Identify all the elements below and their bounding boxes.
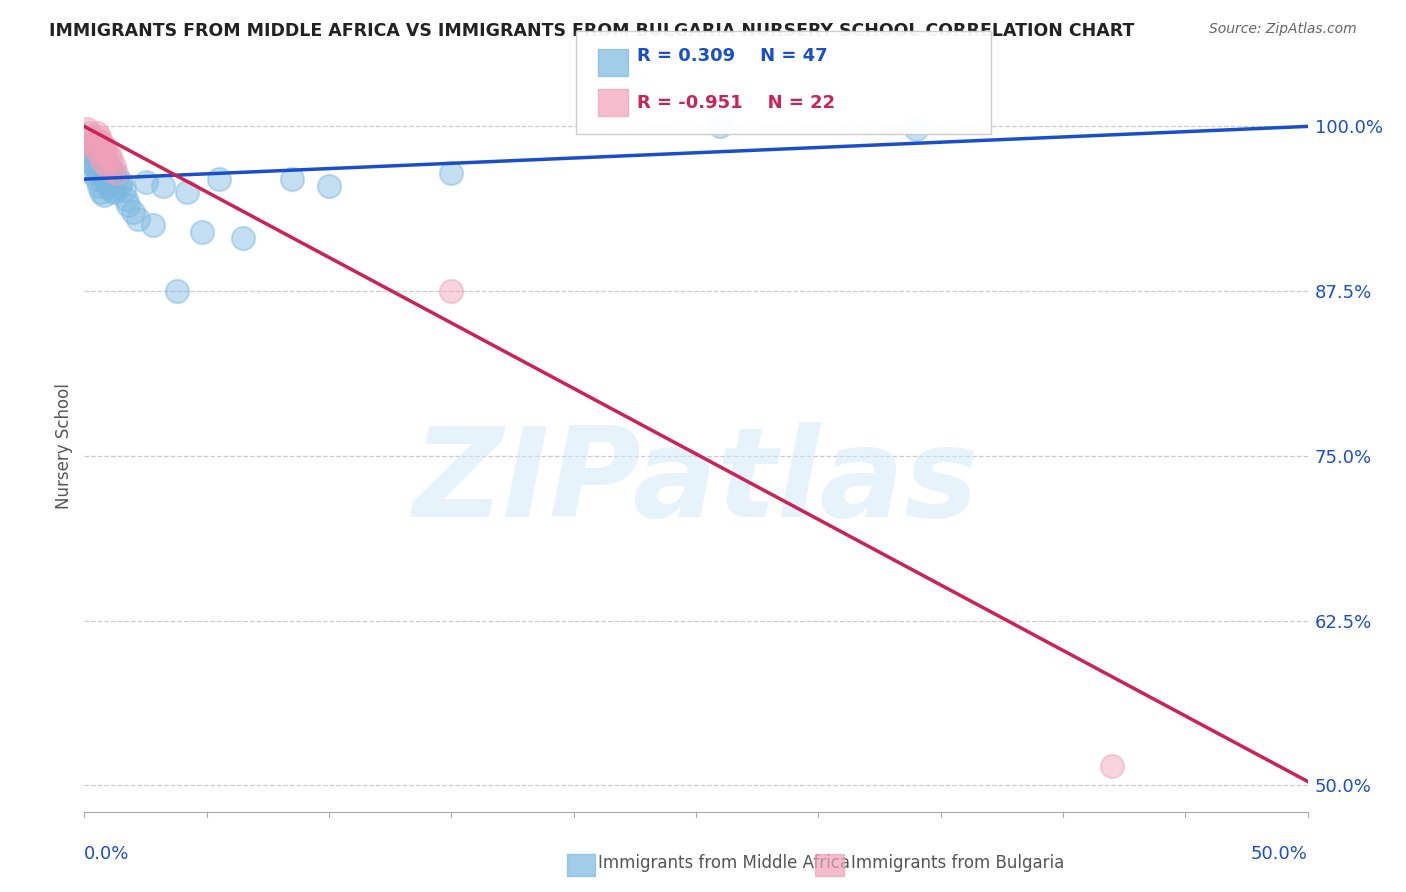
Text: 0.0%: 0.0% — [84, 845, 129, 863]
Y-axis label: Nursery School: Nursery School — [55, 383, 73, 509]
Point — [93, 156, 115, 170]
Point — [117, 198, 139, 212]
Point — [80, 130, 103, 145]
Point — [166, 284, 188, 298]
Point — [208, 172, 231, 186]
Point — [87, 178, 110, 193]
Point — [83, 132, 105, 146]
Point — [86, 143, 108, 157]
Point — [709, 120, 731, 134]
Point — [103, 159, 125, 173]
Point — [96, 156, 118, 170]
Point — [97, 148, 120, 162]
Point — [176, 186, 198, 200]
Text: Source: ZipAtlas.com: Source: ZipAtlas.com — [1209, 22, 1357, 37]
Point — [135, 175, 157, 189]
Point — [83, 139, 105, 153]
Point — [100, 153, 122, 167]
Point — [76, 153, 98, 167]
Point — [318, 178, 340, 193]
Point — [281, 172, 304, 186]
Point — [191, 225, 214, 239]
Point — [1101, 758, 1123, 772]
Point — [96, 175, 118, 189]
Point — [107, 178, 129, 193]
Point — [115, 192, 138, 206]
Text: 50.0%: 50.0% — [1251, 845, 1308, 863]
Point — [232, 231, 254, 245]
Point — [90, 135, 112, 149]
Point — [80, 135, 103, 149]
Point — [87, 161, 110, 176]
Point — [105, 165, 128, 179]
Point — [97, 161, 120, 176]
Point — [80, 165, 103, 179]
Point — [93, 165, 115, 179]
Point — [90, 153, 112, 167]
Text: IMMIGRANTS FROM MIDDLE AFRICA VS IMMIGRANTS FROM BULGARIA NURSERY SCHOOL CORRELA: IMMIGRANTS FROM MIDDLE AFRICA VS IMMIGRA… — [49, 22, 1135, 40]
Point — [86, 172, 108, 186]
Point — [90, 186, 112, 200]
Text: Immigrants from Bulgaria: Immigrants from Bulgaria — [851, 855, 1064, 872]
Point — [122, 205, 145, 219]
Text: ZIPatlas: ZIPatlas — [413, 422, 979, 543]
Point — [80, 156, 103, 170]
Point — [97, 159, 120, 173]
Point — [83, 139, 105, 153]
Point — [90, 153, 112, 167]
Point — [83, 159, 105, 173]
Point — [100, 161, 122, 176]
Point — [103, 186, 125, 200]
Point — [87, 130, 110, 145]
Text: R = -0.951    N = 22: R = -0.951 N = 22 — [637, 94, 835, 112]
Point — [100, 183, 122, 197]
Point — [93, 188, 115, 202]
Point — [87, 145, 110, 160]
Point — [110, 175, 132, 189]
Point — [142, 219, 165, 233]
Point — [96, 145, 118, 160]
Point — [86, 126, 108, 140]
Point — [93, 139, 115, 153]
Point — [86, 148, 108, 162]
Point — [87, 143, 110, 157]
Point — [440, 165, 463, 179]
Text: R = 0.309    N = 47: R = 0.309 N = 47 — [637, 47, 828, 65]
Point — [76, 122, 98, 136]
Point — [127, 211, 149, 226]
Point — [93, 145, 115, 160]
Text: Immigrants from Middle Africa: Immigrants from Middle Africa — [598, 855, 849, 872]
Point — [77, 126, 100, 140]
Point — [86, 132, 108, 146]
Point — [440, 284, 463, 298]
Point — [90, 168, 112, 182]
Point — [103, 165, 125, 179]
Point — [152, 178, 174, 193]
Point — [905, 122, 928, 136]
Point — [105, 172, 128, 186]
Point — [112, 183, 135, 197]
Point — [97, 178, 120, 193]
Point — [77, 145, 100, 160]
